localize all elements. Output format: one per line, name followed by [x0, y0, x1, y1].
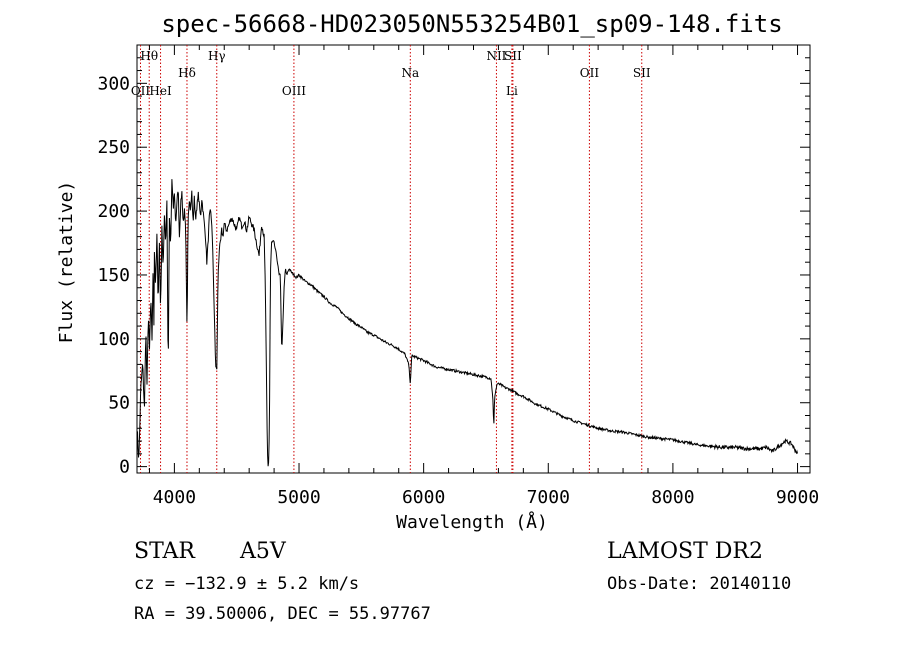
- survey-name: LAMOST DR2: [607, 539, 763, 564]
- chart-title: spec-56668-HD023050N553254B01_sp09-148.f…: [161, 10, 782, 38]
- spectral-line-label: Hγ: [208, 49, 226, 63]
- x-tick-label: 4000: [153, 487, 196, 508]
- ra-dec-coordinates: RA = 39.50006, DEC = 55.97767: [134, 604, 431, 624]
- spectral-line-label: Hθ: [140, 49, 158, 63]
- y-tick-label: 50: [108, 393, 130, 414]
- spectral-line-label: OII: [131, 84, 151, 98]
- x-tick-label: 6000: [402, 487, 445, 508]
- spectral-line-label: SII: [504, 49, 522, 63]
- redshift-velocity: cz = −132.9 ± 5.2 km/s: [134, 574, 359, 594]
- y-tick-label: 100: [97, 329, 130, 350]
- y-tick-label: 200: [97, 201, 130, 222]
- spectral-line-markers: [139, 45, 643, 473]
- spectral-line-label: NII: [486, 49, 506, 63]
- spectral-subclass: A5V: [239, 539, 287, 564]
- plot-border: [136, 44, 811, 474]
- spectrum-series: [136, 179, 798, 467]
- observation-date: Obs-Date: 20140110: [607, 574, 791, 594]
- x-tick-label: 5000: [277, 487, 320, 508]
- spectral-line-label: OIII: [282, 84, 306, 98]
- x-axis-label: Wavelength (Å): [396, 511, 548, 533]
- spectral-line-label: Na: [401, 66, 419, 80]
- x-tick-label: 8000: [651, 487, 694, 508]
- spectral-line-label: Hδ: [178, 66, 196, 80]
- object-type: STAR: [134, 539, 196, 564]
- plot-frame: [136, 44, 811, 474]
- y-axis-label: Flux (relative): [56, 181, 77, 344]
- spectral-line-label: HeI: [149, 84, 172, 98]
- y-tick-label: 300: [97, 73, 130, 94]
- spectrum-line: [136, 179, 798, 467]
- y-tick-label: 150: [97, 265, 130, 286]
- spectral-line-label: OII: [580, 66, 600, 80]
- axis-ticks: 4000 5000 6000 7000 8000 9000 0 50 100 150 200 250 3…: [97, 45, 819, 508]
- y-tick-label: 0: [119, 457, 130, 478]
- x-tick-label: 7000: [527, 487, 570, 508]
- spectral-line-label: Li: [506, 84, 518, 98]
- spectral-line-label: SII: [633, 66, 651, 80]
- y-tick-label: 250: [97, 137, 130, 158]
- x-tick-label: 9000: [776, 487, 819, 508]
